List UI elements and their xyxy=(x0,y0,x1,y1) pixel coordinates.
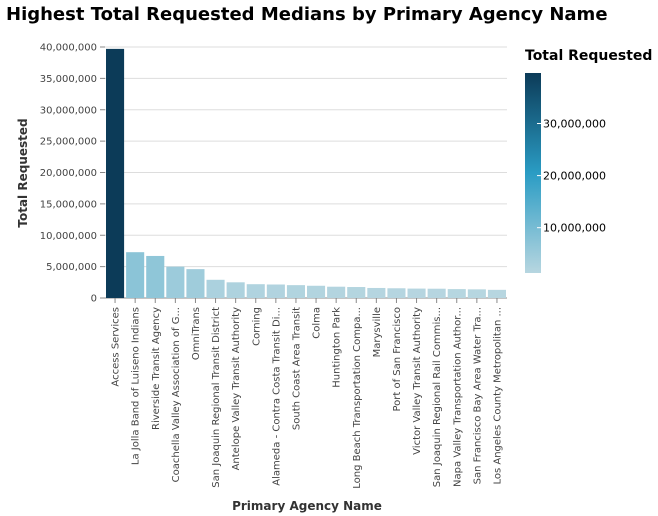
bar xyxy=(166,266,185,298)
x-tick-label: Huntington Park xyxy=(332,307,343,388)
legend-label: 20,000,000 xyxy=(543,170,606,183)
y-tick-label: 35,000,000 xyxy=(40,74,97,85)
bar xyxy=(347,287,366,298)
bar xyxy=(407,288,426,298)
y-tick-label: 40,000,000 xyxy=(40,43,97,54)
x-tick-label: South Coast Area Transit xyxy=(291,307,302,430)
bar xyxy=(327,286,346,298)
bar xyxy=(367,287,386,298)
bar xyxy=(307,285,326,298)
x-tick-label: Alameda - Contra Costa Transit Di... xyxy=(271,307,282,486)
x-tick-label: Riverside Transit Agency xyxy=(151,307,162,430)
bar xyxy=(146,255,165,298)
x-tick-label: San Joaquin Regional Rail Commis... xyxy=(432,307,443,487)
bar xyxy=(427,288,446,298)
y-tick-label: 5,000,000 xyxy=(46,262,97,273)
x-tick-label: Long Beach Transportation Compa... xyxy=(352,307,363,489)
x-tick-label: Napa Valley Transportation Author... xyxy=(452,307,463,487)
x-tick-label: Corning xyxy=(251,307,262,346)
bar xyxy=(387,288,406,298)
gridlines xyxy=(105,46,507,299)
y-tick-label: 10,000,000 xyxy=(40,231,97,242)
chart-title: Highest Total Requested Medians by Prima… xyxy=(6,4,608,25)
x-tick-label: OmniTrans xyxy=(191,307,202,360)
x-tick-label: Los Angeles County Metropolitan ... xyxy=(492,307,503,485)
x-tick-label: Coachella Valley Association of G... xyxy=(171,307,182,482)
x-axis-title: Primary Agency Name xyxy=(232,499,382,513)
bar xyxy=(246,284,265,298)
x-tick-label: La Jolla Band of Luiseno Indians xyxy=(131,307,142,465)
legend-title: Total Requested xyxy=(525,48,652,64)
bar xyxy=(126,252,145,298)
x-tick-label: Port of San Francisco xyxy=(392,307,403,412)
bar xyxy=(286,285,305,298)
x-tick-label: Marysville xyxy=(372,307,383,357)
x-tick-label: Antelope Valley Transit Authority xyxy=(231,307,242,470)
legend-label: 30,000,000 xyxy=(543,118,606,131)
x-tick-label: Victor Valley Transit Authority xyxy=(412,307,423,455)
x-tick-label: Access Services xyxy=(111,307,122,387)
y-tick-label: 30,000,000 xyxy=(40,105,97,116)
y-tick-label: 15,000,000 xyxy=(40,199,97,210)
y-axis-title: Total Requested xyxy=(16,118,30,227)
x-tick-label: San Joaquin Regional Transit District xyxy=(211,307,222,488)
bar xyxy=(266,284,285,298)
x-tick-label: San Francisco Bay Area Water Tra... xyxy=(472,307,483,484)
bar xyxy=(206,279,225,298)
y-axis: 0 5,000,000 10,000,000 15,000,000 20,000,000… xyxy=(40,43,105,305)
x-axis: Access Services La Jolla Band of Luiseno … xyxy=(111,298,503,489)
x-tick-label: Colma xyxy=(312,307,323,339)
legend-color-scale xyxy=(525,73,541,273)
bars xyxy=(106,48,506,298)
bar xyxy=(447,289,466,298)
y-tick-label: 0 xyxy=(91,294,97,305)
bar xyxy=(226,282,245,298)
legend: Total Requested 30,000,000 20,000,000 10,0… xyxy=(525,48,652,273)
y-tick-label: 20,000,000 xyxy=(40,168,97,179)
bar xyxy=(487,289,506,298)
y-tick-label: 25,000,000 xyxy=(40,137,97,148)
bar xyxy=(186,269,205,298)
legend-label: 10,000,000 xyxy=(543,222,606,235)
bar xyxy=(467,289,486,298)
bar xyxy=(106,48,125,298)
